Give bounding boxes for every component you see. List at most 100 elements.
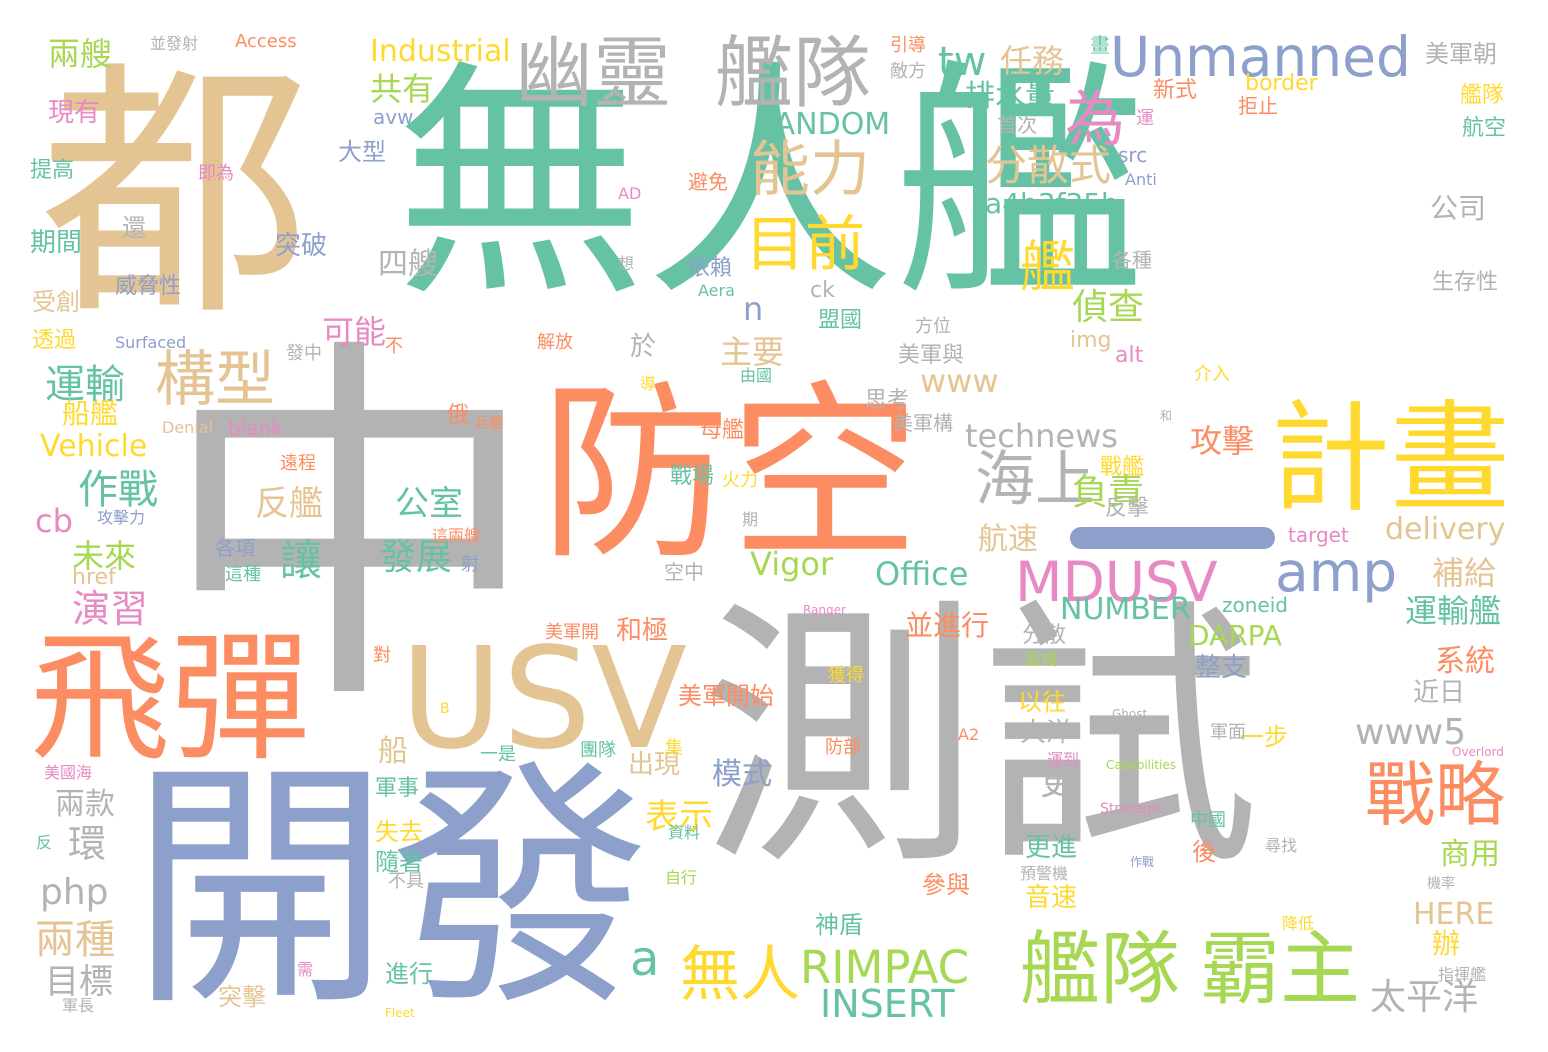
cloud-word: ck [810, 278, 835, 303]
cloud-word: 避免 [688, 170, 728, 194]
cloud-word: cb [35, 502, 73, 540]
cloud-word: 環 [68, 822, 107, 866]
cloud-word: 排水量 [965, 79, 1055, 114]
cloud-word: 神盾 [815, 911, 863, 939]
cloud-word: 並進行 [905, 609, 990, 642]
cloud-word: 航空 [1462, 116, 1507, 141]
cloud-word: A2 [958, 725, 980, 744]
cloud-word: 都 [40, 37, 310, 352]
cloud-word: 飛彈 [30, 618, 311, 781]
cloud-word: 各項 [215, 536, 255, 560]
cloud-word: 無人艦 [395, 39, 1145, 330]
cloud-word: 並發射 [150, 34, 199, 53]
cloud-word: zoneid [1222, 593, 1288, 617]
cloud-word: 生存性 [1432, 270, 1499, 295]
cloud-word: 方位 [915, 316, 951, 337]
cloud-word: 射 [461, 554, 479, 575]
cloud-word: INSERT [820, 982, 955, 1026]
cloud-word: 任務 [1000, 42, 1065, 80]
cloud-word: 一步 [1240, 723, 1288, 751]
cloud-word: 這種 [225, 564, 261, 585]
cloud-word: 現有 [48, 98, 101, 128]
cloud-word: 運 [1136, 108, 1154, 129]
cloud-word: 美軍開 [545, 622, 599, 643]
cloud-word: 敵方 [890, 61, 926, 82]
cloud-word: 依賴 [688, 256, 733, 281]
cloud-word: NUMBER [1060, 592, 1191, 627]
cloud-word: 無人 [680, 940, 800, 1010]
cloud-word: 艦隊 [1460, 83, 1505, 108]
cloud-word: RIMPAC [800, 941, 970, 994]
cloud-word: 演習 [72, 587, 149, 631]
cloud-word: 目標 [45, 962, 113, 1002]
cloud-word: 進行 [385, 960, 433, 988]
cloud-word: src [1118, 143, 1148, 167]
cloud-word: 艦 [1020, 235, 1076, 299]
cloud-word: 共有 [370, 70, 435, 108]
cloud-word: 反擊 [1105, 496, 1150, 521]
cloud-word: href [72, 565, 116, 590]
cloud-word: 公室 [395, 484, 463, 524]
cloud-word: Fleet [385, 1006, 415, 1020]
cloud-word: 首次 [997, 113, 1037, 137]
cloud-word: 霸主 [1200, 923, 1360, 1016]
cloud-word: 戰艦 [1100, 455, 1145, 480]
cloud-word: 偵查 [1072, 287, 1145, 328]
cloud-word: alt [1115, 343, 1144, 368]
cloud-word: Ranger [803, 603, 846, 617]
cloud-word: 主要 [720, 333, 785, 371]
cloud-word: 期 [742, 510, 759, 529]
cloud-word: Unmanned [1110, 25, 1411, 89]
cloud-word: Denial [162, 418, 213, 437]
cloud-word: 美軍與 [898, 343, 965, 368]
cloud-word: 艦隊 [715, 29, 872, 119]
cloud-word: 美軍構 [893, 411, 953, 435]
cloud-word: blank [228, 416, 283, 440]
cloud-word: 提高 [30, 158, 75, 183]
cloud-word: 公司 [1430, 192, 1487, 225]
cloud-word: 大洋 [1020, 718, 1073, 748]
cloud-word: AD [618, 184, 642, 203]
cloud-word: php [40, 872, 109, 913]
cloud-word: Industrial [370, 34, 511, 69]
cloud-word: 期間 [30, 228, 83, 258]
cloud-word: 系統 [1435, 644, 1495, 679]
cloud-word: border [1245, 71, 1318, 96]
cloud-word: 模式 [712, 757, 772, 792]
cloud-word: 導 [640, 374, 657, 393]
cloud-word: 更 [1040, 762, 1077, 803]
cloud-word: Ghost [1112, 707, 1148, 721]
cloud-word: 計畫 [1270, 390, 1510, 529]
cloud-word: 未來 [72, 537, 137, 575]
cloud-word: 運到 [1047, 750, 1080, 769]
cloud-word: Access [235, 31, 297, 52]
cloud-word: 兩種 [35, 917, 115, 963]
cloud-word: 作戰 [78, 467, 158, 513]
cloud-word: 美國海 [44, 763, 93, 782]
cloud-word: 不具 [388, 871, 424, 892]
cloud-word: 軍長 [62, 996, 95, 1015]
cloud-word: 戰場 [670, 464, 715, 489]
cloud-word: 盟國 [818, 308, 863, 333]
cloud-word: 透過 [32, 328, 77, 353]
cloud-word: 太平洋 [1370, 977, 1479, 1018]
cloud-word: 失去 [375, 818, 423, 846]
dash-mark [1070, 527, 1275, 549]
cloud-word: 母艦 [700, 418, 745, 443]
cloud-word: target [1288, 523, 1349, 547]
cloud-word: 測試 [700, 577, 1260, 903]
cloud-word: Overlord [1452, 745, 1504, 759]
cloud-word: 發展 [380, 537, 453, 578]
cloud-word: 軍面 [1210, 722, 1246, 743]
cloud-word: 還 [122, 214, 146, 242]
cloud-word: 反 [36, 833, 53, 852]
cloud-word: 開發 [130, 739, 650, 1041]
cloud-word: 由國 [740, 366, 773, 385]
cloud-word: 補給 [1432, 554, 1497, 592]
cloud-word: 降低 [1282, 914, 1315, 933]
cloud-word: 攻擊力 [97, 508, 146, 527]
cloud-word: 目前 [745, 210, 865, 280]
cloud-word: 讓 [280, 536, 323, 585]
cloud-word: technews [965, 417, 1118, 455]
cloud-word: 兩款 [55, 787, 115, 822]
